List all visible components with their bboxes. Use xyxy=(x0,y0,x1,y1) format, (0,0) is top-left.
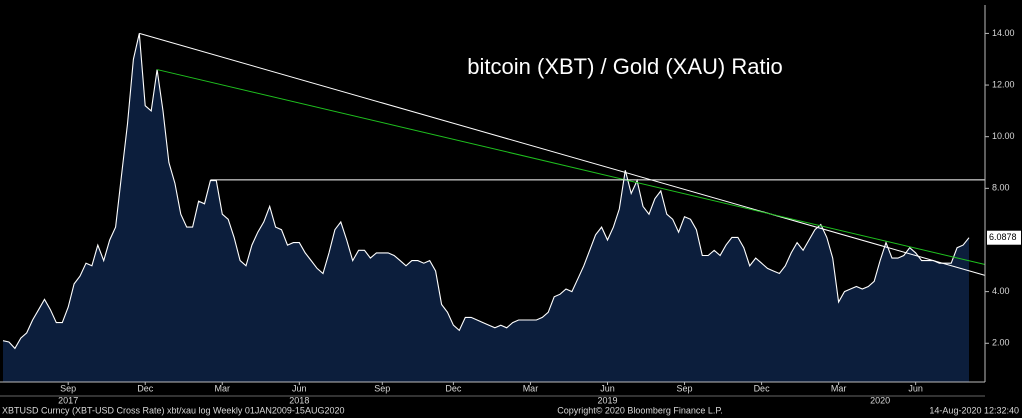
x-tick-label: Jun xyxy=(600,383,615,393)
area xyxy=(3,33,969,383)
y-tick-label: 10.00 xyxy=(992,131,1015,141)
y-tick-label: 14.00 xyxy=(992,28,1015,38)
last-value-box xyxy=(987,230,1021,245)
trend-line xyxy=(139,32,986,276)
x-tick-label: Mar xyxy=(215,383,231,393)
x-tick-label: Mar xyxy=(523,383,539,393)
x-tick-label: Jun xyxy=(908,383,923,393)
x-tick-label: Sep xyxy=(677,383,693,393)
footer-center: Copyright© 2020 Bloomberg Finance L.P. xyxy=(557,405,723,415)
x-tick-label: Sep xyxy=(60,383,76,393)
footer-left: XBTUSD Curncy (XBT-USD Cross Rate) xbt/x… xyxy=(2,405,344,415)
x-tick-label: Jun xyxy=(292,383,307,393)
x-tick-label: Sep xyxy=(374,383,390,393)
chart-title: bitcoin (XBT) / Gold (XAU) Ratio xyxy=(467,54,782,79)
year-label: 2017 xyxy=(58,395,78,405)
year-label: 2020 xyxy=(870,395,890,405)
y-tick-label: 4.00 xyxy=(992,286,1010,296)
trend-line xyxy=(156,69,986,265)
last-value-label: 6.0878 xyxy=(989,232,1017,242)
year-label: 2019 xyxy=(597,395,617,405)
y-tick-label: 2.00 xyxy=(992,338,1010,348)
line xyxy=(2,33,970,350)
x-tick-label: Dec xyxy=(754,383,771,393)
y-tick-label: 8.00 xyxy=(992,183,1010,193)
x-tick-label: Dec xyxy=(445,383,462,393)
year-label: 2018 xyxy=(289,395,309,405)
x-tick-label: Dec xyxy=(137,383,154,393)
x-tick-label: Mar xyxy=(831,383,847,393)
y-tick-label: 12.00 xyxy=(992,79,1015,89)
footer-right: 14-Aug-2020 12:32:40 xyxy=(929,405,1019,415)
